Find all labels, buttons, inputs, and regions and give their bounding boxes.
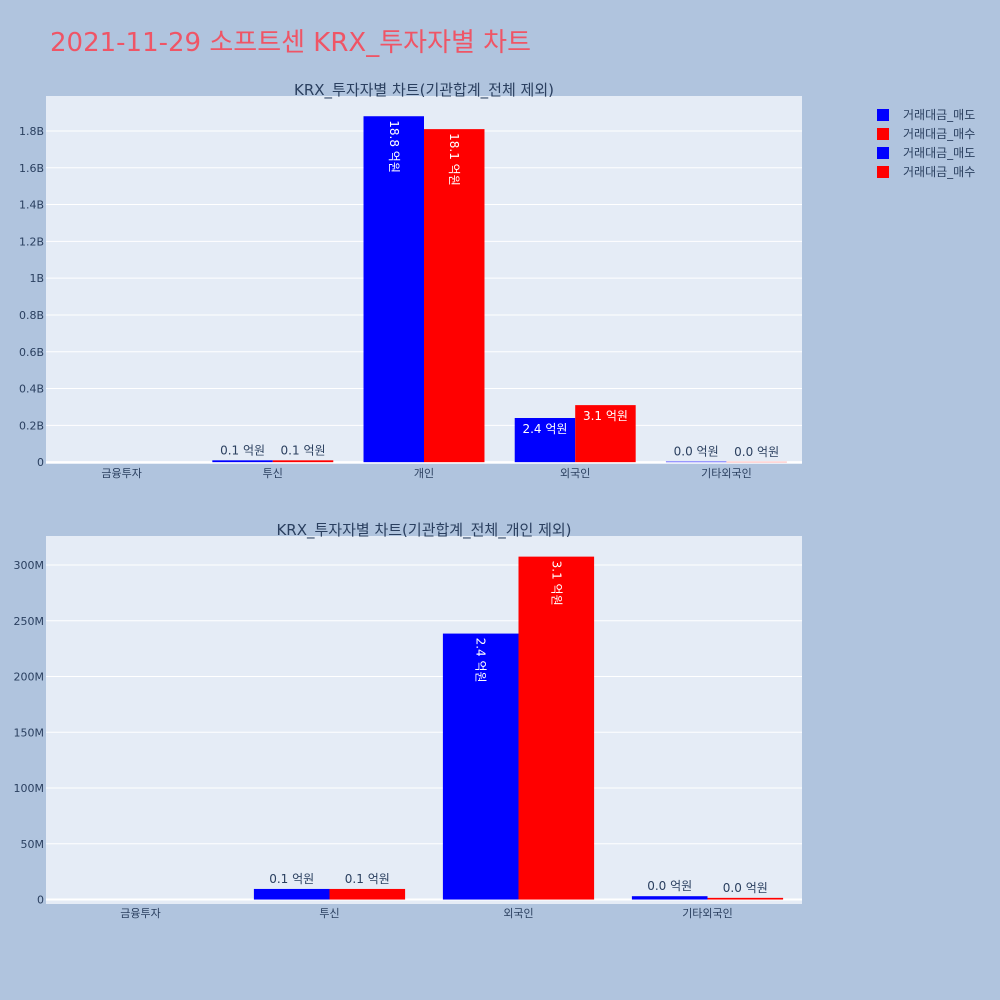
data-label: 2.4 억원 — [474, 638, 488, 683]
x-tick-label: 투신 — [319, 907, 339, 920]
y-tick-label: 0 — [37, 456, 44, 469]
plot-area-1 — [46, 536, 802, 904]
data-label: 2.4 억원 — [522, 422, 567, 436]
x-tick-label: 금융투자 — [101, 467, 141, 480]
bar-buy — [329, 888, 406, 900]
y-tick-label: 1.8B — [19, 125, 44, 138]
bar-sell — [442, 633, 519, 900]
data-label: 0.0 억원 — [723, 881, 768, 895]
data-label: 0.1 억원 — [269, 872, 314, 886]
page-title: 2021-11-29 소프트센 KRX_투자자별 차트 — [50, 28, 532, 58]
data-label: 18.1 억원 — [447, 133, 461, 186]
x-tick-label: 기타외국인 — [682, 907, 733, 920]
y-tick-label: 100M — [14, 782, 45, 795]
bar-buy — [424, 129, 485, 463]
bar-sell — [665, 461, 727, 463]
x-tick-label: 외국인 — [560, 467, 590, 480]
y-tick-label: 0.2B — [19, 419, 44, 432]
legend-item: 거래대금_매도 — [903, 108, 975, 122]
y-tick-label: 1.6B — [19, 162, 44, 175]
y-tick-label: 0.8B — [19, 309, 44, 322]
x-tick-label: 금융투자 — [120, 907, 160, 920]
y-tick-label: 300M — [14, 559, 45, 572]
bar-buy — [518, 556, 595, 900]
bar-buy — [272, 460, 334, 463]
y-tick-label: 1.2B — [19, 235, 44, 248]
data-label: 3.1 억원 — [583, 409, 628, 423]
bar-sell — [212, 460, 273, 463]
y-tick-label: 0.4B — [19, 383, 44, 396]
legend-item: 거래대금_매수 — [903, 165, 975, 179]
y-tick-label: 1B — [29, 272, 44, 285]
y-tick-label: 250M — [14, 615, 45, 628]
data-label: 0.0 억원 — [674, 445, 719, 459]
chart-title-0: KRX_투자자별 차트(기관합계_전체 제외) — [294, 81, 554, 100]
bar-sell — [253, 888, 330, 900]
bar-buy — [575, 405, 636, 463]
data-label: 0.0 억원 — [734, 445, 779, 459]
chart-title-1: KRX_투자자별 차트(기관합계_전체_개인 제외) — [276, 521, 571, 540]
data-label: 0.1 억원 — [220, 443, 265, 457]
legend-item: 거래대금_매도 — [903, 146, 975, 160]
bar-sell — [363, 116, 424, 463]
bar-sell — [514, 418, 576, 463]
data-label: 0.0 억원 — [647, 879, 692, 893]
y-tick-label: 1.4B — [19, 199, 44, 212]
legend-item: 거래대금_매수 — [903, 127, 975, 141]
data-label: 0.1 억원 — [345, 872, 390, 886]
y-tick-label: 0.6B — [19, 346, 44, 359]
data-label: 3.1 억원 — [549, 561, 563, 606]
x-tick-label: 외국인 — [503, 907, 533, 920]
y-tick-label: 200M — [14, 671, 45, 684]
legend-swatch — [877, 109, 889, 121]
x-tick-label: 개인 — [414, 467, 434, 480]
legend-swatch — [877, 147, 889, 159]
legend-swatch — [877, 166, 889, 178]
bar-sell — [631, 896, 708, 900]
x-tick-label: 투신 — [263, 467, 283, 480]
y-tick-label: 0 — [37, 894, 44, 907]
y-tick-label: 50M — [21, 838, 45, 851]
data-label: 18.8 억원 — [387, 120, 401, 173]
x-tick-label: 기타외국인 — [701, 467, 752, 480]
bar-buy — [707, 897, 784, 900]
data-label: 0.1 억원 — [281, 443, 326, 457]
legend-swatch — [877, 128, 889, 140]
y-tick-label: 150M — [14, 726, 45, 739]
